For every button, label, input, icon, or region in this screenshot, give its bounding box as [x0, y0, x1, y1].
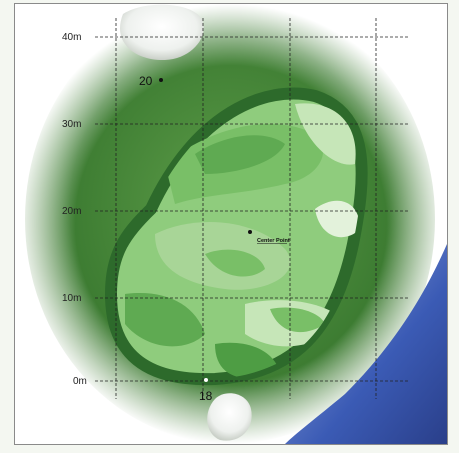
center-point-label: Center Point — [257, 238, 290, 244]
tick-label-10: 10m — [62, 293, 81, 304]
tick-label-40: 40m — [62, 32, 81, 43]
tick-label-30: 30m — [62, 119, 81, 130]
pin-18-number: 18 — [199, 389, 213, 403]
water-hazard — [285, 244, 447, 444]
center-point-marker: Center Point — [248, 230, 290, 244]
pin-20-number: 20 — [139, 74, 153, 88]
putting-green — [104, 87, 368, 386]
green-map-frame: 40m 30m 20m 10m 0m Center Point 20 18 — [14, 3, 448, 445]
center-point-dot — [248, 230, 252, 234]
pin-18[interactable]: 18 — [199, 378, 213, 403]
distance-grid — [95, 18, 410, 399]
tick-label-20: 20m — [62, 206, 81, 217]
pin-20-dot — [159, 78, 163, 82]
green-map: 40m 30m 20m 10m 0m Center Point 20 18 — [15, 4, 447, 444]
bunker-top — [119, 4, 204, 61]
pin-20[interactable]: 20 — [139, 74, 163, 88]
tick-label-0: 0m — [73, 376, 87, 387]
pin-18-dot — [204, 378, 208, 382]
bunker-bottom — [207, 393, 252, 441]
distance-labels: 40m 30m 20m 10m 0m — [62, 32, 87, 387]
